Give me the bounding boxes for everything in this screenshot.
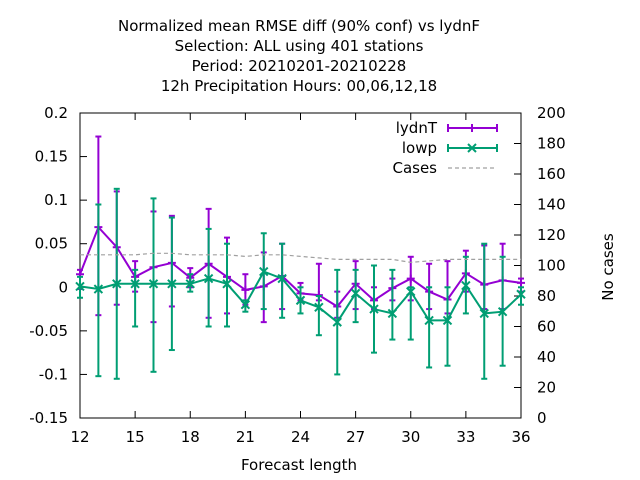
legend-marker xyxy=(467,143,477,153)
x-tick-label: 33 xyxy=(456,428,475,446)
y2-tick-label: 160 xyxy=(537,165,566,183)
y2-axis-label: No cases xyxy=(599,233,617,301)
data-point xyxy=(93,284,104,294)
data-point xyxy=(203,273,214,284)
x-tick-label: 36 xyxy=(511,428,530,446)
legend-label: lowp xyxy=(402,139,437,157)
series xyxy=(75,135,526,380)
data-point xyxy=(130,279,140,289)
legend-label: lydnT xyxy=(396,119,438,137)
series-line xyxy=(80,252,521,264)
axes xyxy=(79,112,522,419)
data-point xyxy=(497,306,508,317)
title-line: Normalized mean RMSE diff (90% conf) vs … xyxy=(118,17,480,35)
data-point xyxy=(75,281,85,292)
data-point xyxy=(350,288,361,299)
x-tick-label: 18 xyxy=(181,428,200,446)
y-tick-label: 0.15 xyxy=(35,148,68,166)
legend-marker xyxy=(468,124,476,132)
data-point xyxy=(406,286,416,297)
x-tick-label: 15 xyxy=(126,428,145,446)
data-point xyxy=(295,295,306,306)
data-point xyxy=(222,279,232,289)
data-point xyxy=(240,300,251,310)
y2-tick-label: 60 xyxy=(537,318,556,336)
data-point xyxy=(442,315,453,326)
plot-frame xyxy=(79,112,522,419)
data-point xyxy=(314,302,324,313)
title-line: Selection: ALL using 401 stations xyxy=(175,37,424,55)
data-point xyxy=(148,279,159,289)
title-line: Period: 20210201-20210228 xyxy=(192,57,407,75)
y-tick-label: 0.1 xyxy=(44,191,68,209)
data-point xyxy=(517,278,525,287)
data-point xyxy=(516,289,526,299)
data-point xyxy=(332,317,342,327)
data-point xyxy=(112,279,122,289)
y2-tick-label: 200 xyxy=(537,104,566,122)
data-point xyxy=(241,285,250,294)
y-tick-label: -0.15 xyxy=(29,409,68,427)
y2-tick-label: 140 xyxy=(537,196,566,214)
legend: lydnT lowp Cases xyxy=(392,119,498,177)
data-point xyxy=(424,315,434,326)
data-point xyxy=(406,274,415,283)
legend-label: Cases xyxy=(392,159,437,177)
data-point xyxy=(369,304,379,314)
y-tick-label: 0.2 xyxy=(44,104,68,122)
y2-tick-label: 0 xyxy=(537,409,547,427)
data-point xyxy=(277,273,287,284)
chart-title: Normalized mean RMSE diff (90% conf) vs … xyxy=(118,17,480,95)
x-tick-label: 24 xyxy=(291,428,310,446)
y2-tick-label: 100 xyxy=(537,257,566,275)
y2-tick-label: 40 xyxy=(537,348,556,366)
x-tick-label: 30 xyxy=(401,428,420,446)
data-point xyxy=(167,279,177,289)
y2-tick-label: 120 xyxy=(537,226,566,244)
x-tick-label: 21 xyxy=(236,428,255,446)
data-point xyxy=(461,280,471,291)
data-point xyxy=(185,279,195,289)
title-line: 12h Precipitation Hours: 00,06,12,18 xyxy=(161,77,437,95)
y2-tick-label: 80 xyxy=(537,287,556,305)
data-point xyxy=(479,308,489,319)
data-point xyxy=(259,266,269,277)
x-tick-label: 27 xyxy=(346,428,365,446)
x-axis-label: Forecast length xyxy=(241,456,357,474)
y2-tick-label: 20 xyxy=(537,379,556,397)
y-tick-label: -0.1 xyxy=(39,365,68,383)
ticks: -0.15 -0.1 -0.05 0 0.05 0.1 0.15 0.2 12 15 18 21 24 2… xyxy=(29,104,565,446)
y-tick-label: 0 xyxy=(58,278,68,296)
y-tick-label: 0.05 xyxy=(35,235,68,253)
data-point xyxy=(387,308,398,319)
x-tick-label: 12 xyxy=(70,428,89,446)
y2-tick-label: 180 xyxy=(537,135,566,153)
y-tick-label: -0.05 xyxy=(29,322,68,340)
